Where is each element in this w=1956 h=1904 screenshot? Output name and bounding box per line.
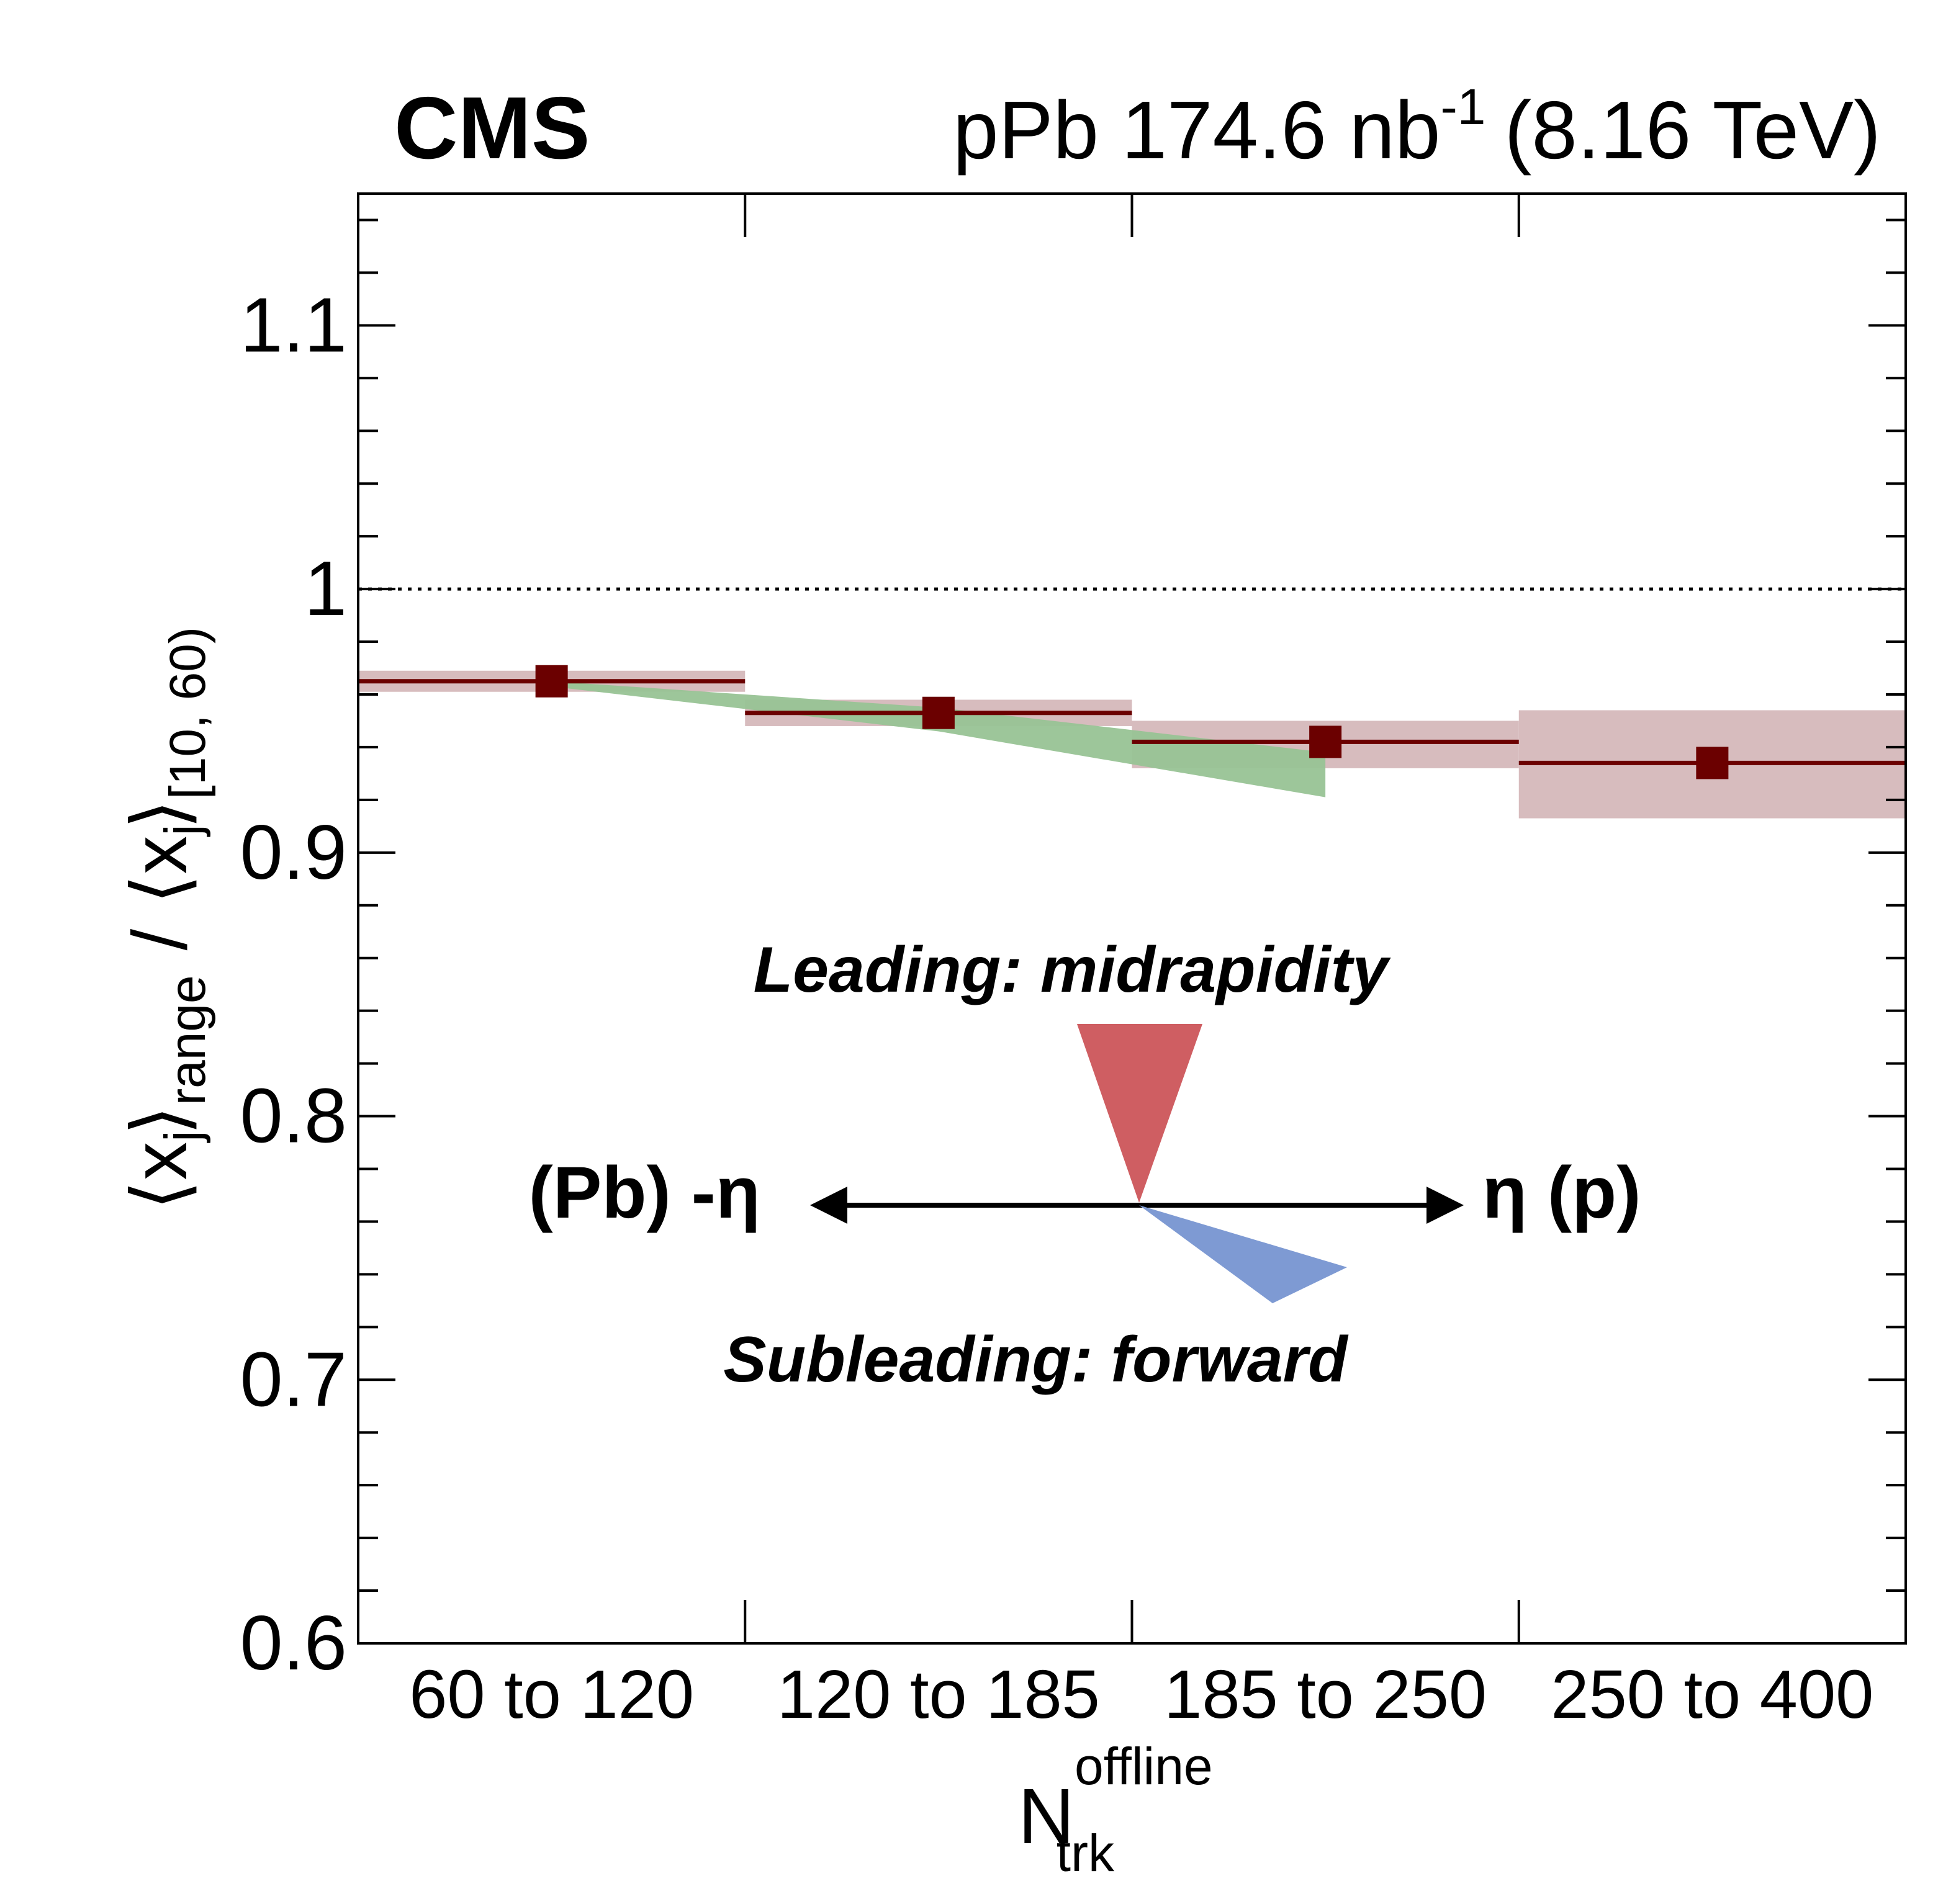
y-tick-label: 1.1	[240, 282, 347, 368]
y-axis-title: ⟨xj⟩range/⟨xj⟩[10, 60)	[117, 627, 216, 1210]
data-series	[358, 665, 1906, 779]
plot-frame	[357, 192, 1907, 1645]
y-axis-den-base: ⟨x	[117, 836, 203, 904]
y-axis-num-base: ⟨x	[117, 1142, 203, 1210]
direction-diagram: Leading: midrapidity Subleading: forward…	[528, 934, 1641, 1396]
data-point-3	[1309, 725, 1342, 758]
x-axis-sup: offline	[1075, 1737, 1213, 1795]
y-axis-den-sub2: [10, 60)	[160, 627, 216, 799]
x-tick-label: 250 to 400	[1551, 1656, 1873, 1733]
green-band-shape	[551, 681, 1326, 797]
right-direction-label: η (p)	[1482, 1152, 1641, 1234]
y-tick-label: 0.8	[240, 1074, 347, 1159]
x-axis-title: Noffline trk	[1018, 1737, 1213, 1882]
x-tick-label: 60 to 120	[409, 1656, 694, 1733]
x-axis-sub: trk	[1057, 1824, 1115, 1882]
dataset-prefix: pPb 174.6 nb	[953, 84, 1440, 176]
y-tick-labels: 0.6 0.7 0.8 0.9 1 1.1	[240, 282, 347, 1686]
x-tick-label: 185 to 250	[1164, 1656, 1487, 1733]
data-point-4	[1696, 747, 1729, 779]
data-point-2	[922, 696, 955, 729]
subleading-triangle	[1139, 1205, 1347, 1303]
x-axis-base: N	[1018, 1772, 1075, 1860]
subleading-label: Subleading: forward	[723, 1324, 1349, 1396]
dataset-label: pPb 174.6 nb-1 (8.16 TeV)	[953, 79, 1881, 176]
energy-label: (8.16 TeV)	[1504, 84, 1881, 176]
leading-label: Leading: midrapidity	[754, 934, 1392, 1006]
green-band	[551, 681, 1326, 797]
dataset-exponent: -1	[1441, 79, 1486, 135]
right-arrow-icon	[1426, 1187, 1464, 1224]
y-tick-label: 0.7	[240, 1337, 347, 1422]
y-axis-den-sub: j	[155, 824, 211, 837]
y-tick-label: 0.9	[240, 810, 347, 896]
x-tick-labels: 60 to 120 120 to 185 185 to 250 250 to 400	[409, 1656, 1873, 1733]
y-axis-divider: /	[117, 928, 203, 950]
left-arrow-icon	[810, 1187, 847, 1224]
experiment-label: CMS	[394, 79, 590, 177]
y-axis-num-sub: j	[155, 1131, 211, 1143]
leading-triangle	[1077, 1024, 1202, 1203]
y-tick-label: 1	[304, 546, 347, 632]
y-tick-label: 0.6	[240, 1601, 347, 1686]
left-direction-label: (Pb) -η	[528, 1152, 760, 1234]
data-point-1	[535, 665, 568, 698]
x-tick-label: 120 to 185	[777, 1656, 1100, 1733]
axis-ticks	[358, 194, 1906, 1645]
y-axis-num-sub2: range	[160, 975, 216, 1105]
